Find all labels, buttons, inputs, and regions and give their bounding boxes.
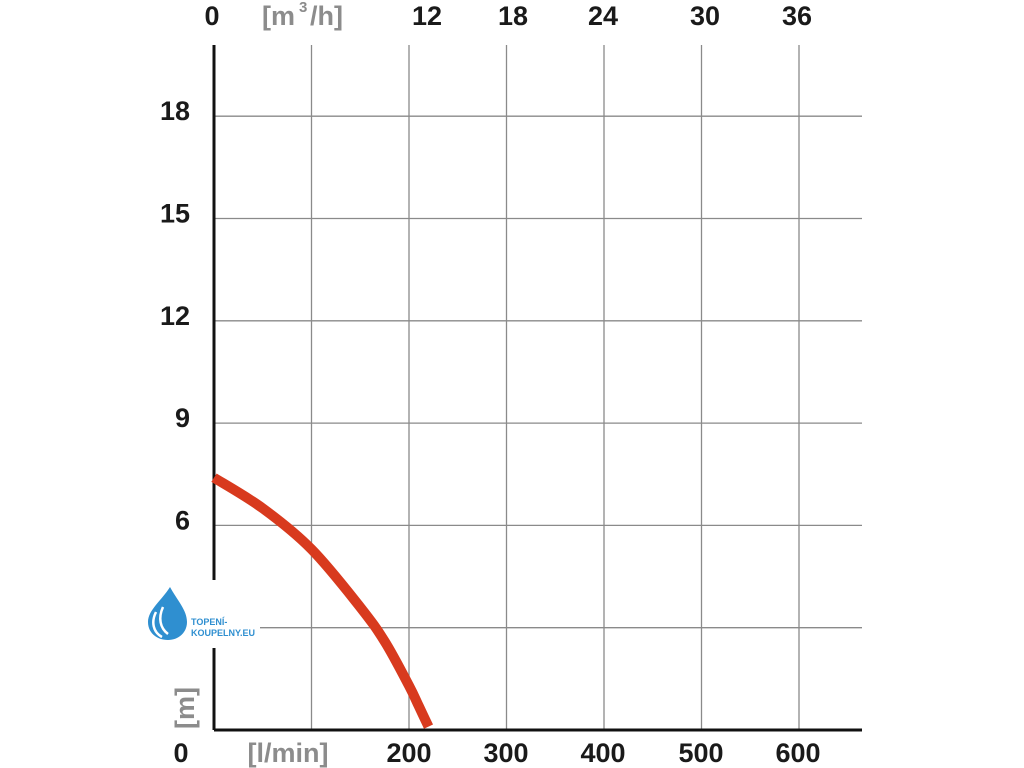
x2-tick-label: 30 [690,1,720,31]
logo-line-1: TOPENÍ- [191,617,227,627]
x2-tick-label: 36 [782,1,812,31]
grid-lines [214,45,862,730]
svg-text:[m: [m [262,1,295,31]
logo: TOPENÍ- KOUPELNY.EU [148,580,260,648]
x2-tick-label: 18 [498,1,528,31]
x2-tick-labels: 0 12 18 24 30 36 [204,1,812,31]
x-tick-labels: 0 200 300 400 500 600 [173,738,820,768]
svg-text:/h]: /h] [310,1,343,31]
water-drop-icon [148,587,187,640]
y-tick-labels: 6 9 12 15 18 [160,96,190,535]
data-series [211,473,434,729]
x-tick-label: 500 [678,738,723,768]
y-tick-label: 12 [160,301,190,331]
pump-curve-line [211,473,434,729]
x2-tick-label: 0 [204,1,219,31]
x-tick-label: 200 [386,738,431,768]
x-tick-label: 300 [483,738,528,768]
x-tick-label: 0 [173,738,188,768]
x-tick-label: 400 [580,738,625,768]
y-tick-label: 18 [160,96,190,126]
y-tick-label: 9 [175,403,190,433]
svg-text:3: 3 [299,0,307,16]
logo-line-2: KOUPELNY.EU [191,628,255,638]
x-axis-unit-label: [l/min] [248,738,329,768]
x2-axis-unit-label: [m 3 /h] [262,0,343,31]
y-axis-unit-label: [m] [170,687,200,729]
x-tick-label: 600 [775,738,820,768]
y-tick-label: 15 [160,199,190,229]
y-tick-label: 6 [175,505,190,535]
x2-tick-label: 12 [412,1,442,31]
x2-tick-label: 24 [588,1,618,31]
